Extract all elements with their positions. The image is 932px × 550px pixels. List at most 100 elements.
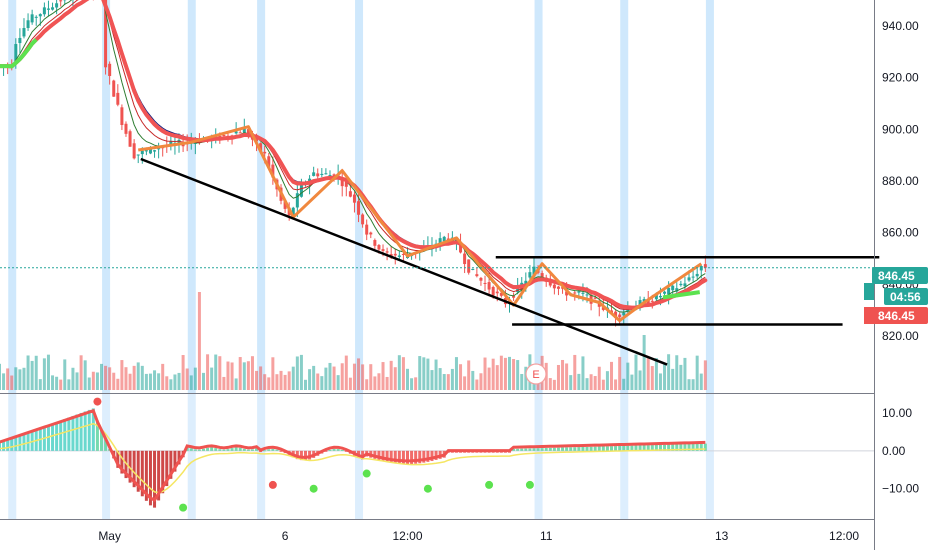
candle-body <box>691 276 695 278</box>
osc-bar <box>2 441 6 451</box>
candle-body <box>124 123 128 134</box>
candle-body <box>585 294 589 296</box>
osc-bar <box>230 448 234 451</box>
osc-bar <box>63 419 67 451</box>
oscillator-tick-label: −10.00 <box>882 482 919 496</box>
volume-bar <box>495 365 499 390</box>
candle-body <box>26 20 30 28</box>
osc-bar <box>544 448 548 451</box>
volume-bar <box>344 355 348 390</box>
volume-bar <box>108 367 112 390</box>
volume-bar <box>397 355 401 390</box>
ema-green-segment <box>662 290 701 300</box>
volume-bar <box>503 357 507 390</box>
candle-body <box>263 151 267 154</box>
candle-body <box>556 286 560 289</box>
volume-bar <box>173 374 177 390</box>
event-marker[interactable]: E <box>525 363 547 385</box>
candle-body <box>128 131 132 147</box>
candle-body <box>255 137 259 142</box>
candle-body <box>646 299 650 304</box>
osc-bar <box>275 449 279 451</box>
osc-bar <box>193 449 197 451</box>
volume-bar <box>124 367 128 390</box>
candle-body <box>483 282 487 284</box>
volume-bar <box>699 373 703 390</box>
osc-bar <box>622 445 626 451</box>
candle-body <box>283 201 287 209</box>
candle-body <box>361 214 365 225</box>
volume-bar <box>459 364 463 390</box>
volume-bar <box>63 359 67 390</box>
candle-body <box>524 280 528 285</box>
osc-bar <box>267 449 271 451</box>
osc-bar <box>385 450 389 462</box>
oscillator-axis: 10.00 0.00 −10.00 <box>882 406 919 496</box>
cross-dot <box>485 480 494 489</box>
volume-bar <box>242 362 246 390</box>
candle-body <box>581 292 585 294</box>
volume-bar <box>524 366 528 390</box>
candle-body <box>153 150 157 152</box>
session-highlight-osc <box>8 394 17 519</box>
candle-body <box>573 292 577 294</box>
volume-bar <box>658 373 662 390</box>
volume-bar <box>597 366 601 390</box>
osc-bar <box>520 448 524 451</box>
volume-bar <box>491 358 495 390</box>
osc-bar <box>157 450 161 501</box>
volume-bar <box>87 377 91 390</box>
volume-bar <box>51 375 55 390</box>
volume-bar <box>46 354 50 390</box>
volume-bar <box>26 355 30 390</box>
candle-body <box>495 291 499 294</box>
volume-bar <box>454 357 458 390</box>
osc-bar <box>589 446 593 451</box>
time-tick-label: 13 <box>715 529 729 543</box>
osc-bar <box>638 445 642 451</box>
volume-bar <box>373 376 377 390</box>
volume-bar <box>263 374 267 390</box>
osc-bar <box>340 449 344 451</box>
candle-body <box>259 143 263 151</box>
volume-bar <box>463 376 467 390</box>
oscillator-tick-label: 10.00 <box>882 406 912 420</box>
candle-body <box>357 201 361 215</box>
candle-body <box>18 37 22 44</box>
candle-body <box>181 143 185 147</box>
volume-bar <box>91 371 95 390</box>
osc-bar <box>18 435 22 451</box>
volume-bar <box>157 373 161 390</box>
volume-bar <box>573 354 577 390</box>
volume-bar <box>434 359 438 390</box>
candle-body <box>577 291 581 293</box>
osc-bar <box>691 443 695 451</box>
candle-body <box>397 255 401 257</box>
session-highlight <box>187 0 196 393</box>
candle-body <box>593 297 597 299</box>
trend-lines <box>140 157 880 366</box>
volume-bar <box>308 369 312 390</box>
volume-bar <box>422 357 426 390</box>
price-tick-label: 880.00 <box>882 174 919 188</box>
event-icon[interactable] <box>525 363 547 385</box>
volume-bar <box>250 356 254 390</box>
volume-bar <box>34 355 38 390</box>
candle-body <box>650 300 654 302</box>
volume-bar <box>206 354 210 390</box>
volume-bar <box>691 379 695 390</box>
osc-bar <box>55 422 59 451</box>
volume-bar <box>377 373 381 390</box>
osc-bar <box>610 446 613 451</box>
session-highlight <box>705 0 714 393</box>
candle-body <box>22 28 26 37</box>
volume-bar <box>401 357 405 390</box>
osc-bar <box>100 429 103 451</box>
volume-bar <box>569 375 573 390</box>
volume-bar <box>646 356 650 390</box>
osc-bar <box>614 446 618 451</box>
volume-bar <box>75 372 79 390</box>
volume-bar <box>197 292 201 390</box>
osc-bar <box>128 450 132 483</box>
